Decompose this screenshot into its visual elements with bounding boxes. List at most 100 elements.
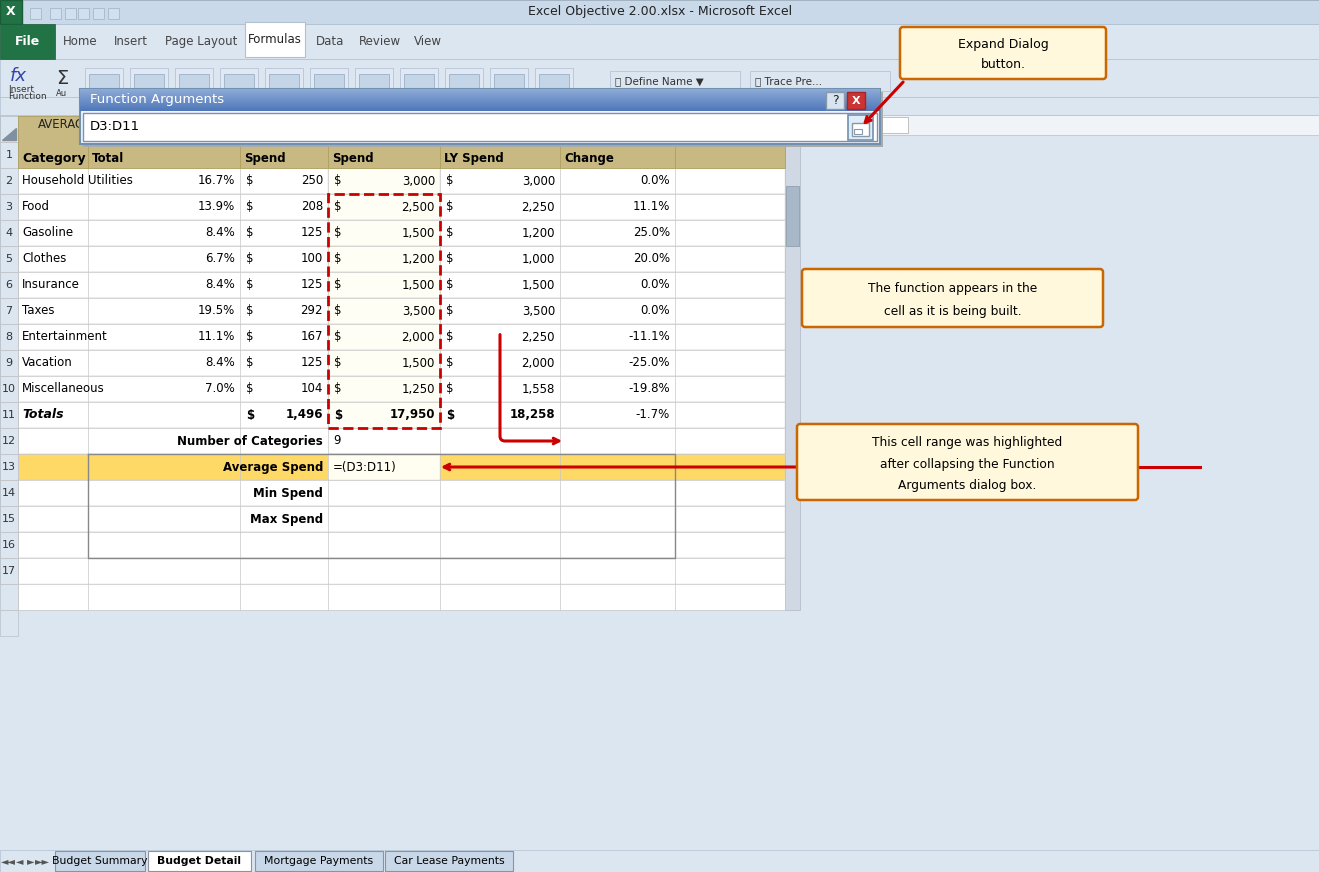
Text: 292: 292: [301, 304, 323, 317]
Text: The function appears in the: The function appears in the: [868, 283, 1037, 296]
Text: ✔: ✔: [153, 119, 164, 132]
FancyBboxPatch shape: [561, 116, 675, 142]
FancyBboxPatch shape: [785, 142, 801, 610]
Text: 20.0%: 20.0%: [633, 253, 670, 265]
FancyBboxPatch shape: [0, 428, 18, 454]
Text: ⭐ Define Name ▼: ⭐ Define Name ▼: [615, 76, 704, 86]
FancyBboxPatch shape: [80, 90, 880, 91]
FancyBboxPatch shape: [0, 350, 18, 376]
FancyBboxPatch shape: [900, 27, 1107, 79]
Text: ►: ►: [28, 856, 34, 866]
Text: Budget Summary: Budget Summary: [53, 856, 148, 866]
FancyBboxPatch shape: [0, 610, 18, 636]
Text: Insert: Insert: [113, 36, 148, 49]
FancyBboxPatch shape: [0, 506, 18, 532]
FancyBboxPatch shape: [385, 851, 513, 871]
Text: X: X: [7, 5, 16, 18]
Text: -1.7%: -1.7%: [636, 408, 670, 421]
Text: 0.0%: 0.0%: [641, 278, 670, 291]
FancyBboxPatch shape: [83, 113, 877, 141]
Text: 14: 14: [1, 488, 16, 498]
FancyBboxPatch shape: [0, 376, 18, 402]
Text: E: E: [496, 122, 504, 135]
Text: $: $: [446, 330, 454, 344]
FancyBboxPatch shape: [18, 428, 785, 454]
FancyBboxPatch shape: [786, 186, 799, 246]
Text: ✘: ✘: [137, 119, 148, 132]
FancyBboxPatch shape: [0, 558, 18, 584]
FancyBboxPatch shape: [852, 123, 869, 136]
Text: Arguments dialog box.: Arguments dialog box.: [898, 479, 1037, 492]
FancyBboxPatch shape: [18, 324, 785, 350]
FancyBboxPatch shape: [135, 74, 164, 89]
Text: Total: Total: [92, 152, 124, 165]
FancyBboxPatch shape: [0, 0, 1319, 24]
FancyBboxPatch shape: [802, 269, 1103, 327]
Text: 1,250: 1,250: [401, 383, 435, 396]
FancyBboxPatch shape: [0, 350, 18, 376]
FancyBboxPatch shape: [80, 103, 880, 104]
Text: 250: 250: [301, 174, 323, 187]
FancyBboxPatch shape: [265, 68, 303, 92]
FancyBboxPatch shape: [906, 33, 1107, 79]
FancyBboxPatch shape: [0, 24, 55, 59]
Text: D: D: [379, 122, 389, 135]
Text: 1,500: 1,500: [401, 357, 435, 370]
Text: 3,500: 3,500: [402, 304, 435, 317]
FancyBboxPatch shape: [18, 402, 785, 428]
FancyBboxPatch shape: [314, 74, 344, 89]
Text: $: $: [446, 174, 454, 187]
Text: Food: Food: [22, 201, 50, 214]
Text: Clothes: Clothes: [22, 253, 66, 265]
FancyBboxPatch shape: [80, 105, 880, 106]
Text: Gasoline: Gasoline: [22, 227, 73, 240]
FancyBboxPatch shape: [0, 116, 18, 142]
Text: 2,000: 2,000: [401, 330, 435, 344]
FancyBboxPatch shape: [18, 194, 785, 220]
Text: $: $: [247, 227, 253, 240]
Text: 15: 15: [3, 514, 16, 524]
FancyBboxPatch shape: [18, 116, 88, 142]
Text: $: $: [334, 201, 342, 214]
Text: Σ: Σ: [55, 70, 69, 88]
Text: 2,000: 2,000: [521, 357, 555, 370]
FancyBboxPatch shape: [803, 430, 1138, 500]
Text: Review: Review: [359, 36, 401, 49]
FancyBboxPatch shape: [328, 454, 441, 480]
FancyBboxPatch shape: [65, 8, 77, 19]
Text: $: $: [247, 383, 253, 396]
FancyBboxPatch shape: [220, 68, 259, 92]
FancyBboxPatch shape: [328, 220, 441, 246]
FancyBboxPatch shape: [404, 74, 434, 89]
FancyBboxPatch shape: [0, 402, 18, 428]
Text: 125: 125: [301, 278, 323, 291]
Text: -25.0%: -25.0%: [628, 357, 670, 370]
FancyBboxPatch shape: [0, 194, 18, 220]
Text: ◄◄: ◄◄: [0, 856, 16, 866]
Text: 1,500: 1,500: [401, 278, 435, 291]
Text: 4: 4: [5, 228, 13, 238]
FancyBboxPatch shape: [328, 402, 441, 428]
Text: $: $: [446, 253, 454, 265]
Text: LY Spend: LY Spend: [445, 152, 504, 165]
Text: This cell range was highlighted: This cell range was highlighted: [872, 436, 1063, 449]
Text: 13.9%: 13.9%: [198, 201, 235, 214]
FancyBboxPatch shape: [18, 350, 785, 376]
FancyBboxPatch shape: [18, 220, 785, 246]
Text: Totals: Totals: [22, 408, 63, 421]
FancyBboxPatch shape: [18, 454, 785, 480]
FancyBboxPatch shape: [448, 74, 479, 89]
Text: Page Layout: Page Layout: [165, 36, 237, 49]
Text: 1,558: 1,558: [521, 383, 555, 396]
FancyBboxPatch shape: [751, 71, 890, 91]
Text: 3,000: 3,000: [522, 174, 555, 187]
FancyBboxPatch shape: [355, 68, 393, 92]
FancyBboxPatch shape: [0, 298, 18, 324]
Text: $: $: [446, 304, 454, 317]
Text: =(D3:D11): =(D3:D11): [332, 460, 397, 473]
Text: $: $: [334, 227, 342, 240]
FancyBboxPatch shape: [80, 94, 880, 95]
Text: Spend: Spend: [244, 152, 286, 165]
FancyBboxPatch shape: [80, 89, 880, 90]
FancyBboxPatch shape: [0, 59, 1319, 97]
